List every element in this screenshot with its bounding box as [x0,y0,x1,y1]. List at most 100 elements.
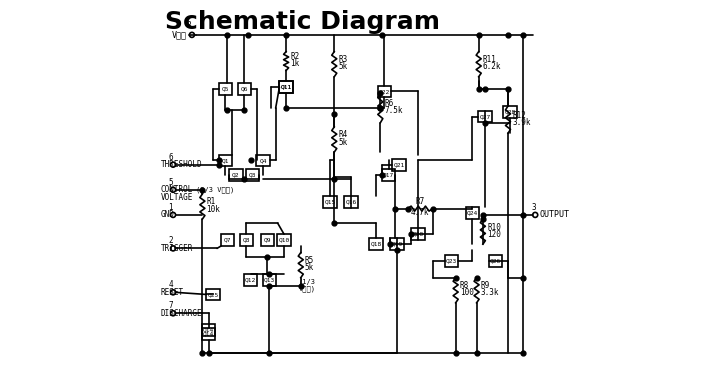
Text: 100: 100 [460,288,474,297]
Text: Q6: Q6 [241,87,248,92]
Text: Q11: Q11 [281,85,292,90]
Text: 3.9k: 3.9k [512,118,531,127]
Text: Vᴄᴄ: Vᴄᴄ [172,30,187,39]
Text: Q13: Q13 [264,277,275,282]
Text: 1: 1 [168,203,173,212]
Bar [260,234,274,246]
Text: TRIGGER: TRIGGER [161,244,193,253]
Bar [277,234,291,246]
Text: 4.7k: 4.7k [411,208,430,217]
Text: OUTPUT: OUTPUT [539,210,569,219]
Text: R9: R9 [481,281,490,290]
Text: (1/3: (1/3 [298,279,316,286]
Text: Q4: Q4 [259,158,267,163]
Bar [263,274,276,286]
Text: 1k: 1k [291,59,300,68]
Bar [239,234,253,246]
Text: Q17: Q17 [383,172,395,178]
Bar [392,159,406,171]
Text: Q8: Q8 [243,237,250,243]
Bar [229,169,243,181]
Bar [221,234,234,246]
Text: 2: 2 [168,236,173,246]
Text: Q26: Q26 [490,258,501,264]
Text: 8: 8 [187,21,192,30]
Text: 3: 3 [531,203,536,212]
Text: 3.3k: 3.3k [481,288,499,297]
Bar [465,207,479,219]
Bar [202,328,216,340]
Text: R11: R11 [483,55,497,64]
Text: Q16: Q16 [345,200,357,205]
Bar [279,81,293,93]
Text: R12: R12 [512,110,526,120]
Text: Q3: Q3 [249,172,256,178]
Text: R10: R10 [487,222,501,232]
Bar [202,324,216,336]
Text: Vᴄᴄ): Vᴄᴄ) [298,285,316,292]
Bar [489,255,502,267]
Text: Q20: Q20 [412,231,423,236]
Text: Q28: Q28 [505,110,516,115]
Text: Q24: Q24 [467,210,478,215]
Text: (2/3 Vᴄᴄ): (2/3 Vᴄᴄ) [196,186,234,193]
Text: R2: R2 [291,52,300,61]
Bar [344,196,358,208]
Bar [390,238,404,250]
Text: Q1: Q1 [222,158,229,163]
Bar [382,169,395,181]
Bar [246,169,259,181]
Text: R3: R3 [338,55,347,64]
Bar [411,228,425,240]
Text: Q19: Q19 [392,242,403,247]
Text: Q10: Q10 [279,237,290,243]
Text: GND: GND [161,210,174,219]
Bar [244,274,257,286]
Text: 5k: 5k [305,263,314,272]
Bar [369,238,383,250]
Text: R6: R6 [385,99,394,108]
Text: 120: 120 [487,230,501,239]
Text: 6: 6 [168,153,173,161]
Text: Q21: Q21 [394,162,405,167]
Text: Q9: Q9 [263,237,271,243]
Text: Q25: Q25 [207,292,218,297]
Text: Q7: Q7 [224,237,231,243]
Text: R7: R7 [416,197,425,206]
Bar [219,155,232,166]
Bar [378,86,391,97]
Text: Schematic Diagram: Schematic Diagram [165,10,439,34]
Text: VOLTAGE: VOLTAGE [161,193,193,202]
Bar [503,106,517,118]
Text: Q14: Q14 [203,332,214,337]
Text: 7: 7 [168,301,173,310]
Text: R5: R5 [305,256,314,265]
Text: Q18: Q18 [371,242,382,247]
Text: 5: 5 [168,178,173,187]
Bar [206,288,220,300]
Bar [445,255,458,267]
Text: Q2: Q2 [232,172,239,178]
Text: 5k: 5k [338,62,347,71]
Text: Q27: Q27 [479,114,491,119]
Text: 4: 4 [168,280,173,289]
Text: Q11: Q11 [281,85,292,90]
Text: Q22: Q22 [379,89,390,94]
Text: Q12: Q12 [245,277,256,282]
Text: DISCHARGE: DISCHARGE [161,309,202,318]
Text: R4: R4 [338,130,347,139]
Text: RESET: RESET [161,288,184,297]
Text: Q5: Q5 [222,87,229,92]
Text: R1: R1 [206,197,216,206]
Text: 6.2k: 6.2k [483,62,501,71]
Text: Q15: Q15 [324,200,336,205]
Text: R8: R8 [460,281,469,290]
Bar [279,81,293,93]
Text: CONTROL: CONTROL [161,185,193,194]
Bar [324,196,337,208]
Text: Q14: Q14 [203,327,214,333]
Bar [219,83,232,95]
Bar [256,155,270,166]
Bar [237,83,251,95]
Text: 7.5k: 7.5k [385,106,403,115]
